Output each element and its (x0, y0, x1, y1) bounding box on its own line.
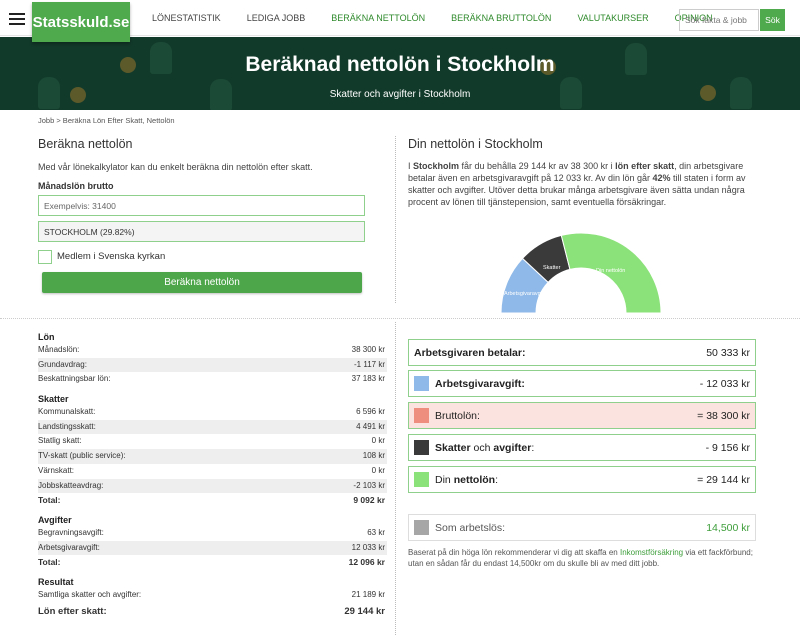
breakdown-table: Lön Månadslön: 38 300 kr Grundavdrag: -1 1… (38, 331, 387, 621)
section-divider (0, 318, 800, 319)
unemployed-box: Som arbetslös: 14,500 kr (408, 514, 756, 541)
salary-input[interactable]: Exempelvis: 31400 (38, 195, 365, 216)
decor-coin (700, 85, 716, 101)
decor-figure (560, 77, 582, 109)
employer-label: Arbetsgivaren betalar: (414, 346, 526, 359)
column-divider (395, 322, 396, 635)
breadcrumb[interactable]: Jobb > Beräkna Lön Efter Skatt, Nettolön (38, 116, 175, 125)
hero-title: Beräknad nettolön i Stockholm (245, 53, 555, 76)
fee-color-swatch (414, 376, 429, 391)
decor-figure (150, 42, 172, 74)
calc-intro: Med vår lönekalkylator kan du enkelt ber… (38, 162, 313, 172)
decor-figure (210, 79, 232, 110)
menu-item-berakna-bruttolon[interactable]: BERÄKNA BRUTTOLÖN (451, 13, 552, 23)
gross-box: Bruttolön: = 38 300 kr (408, 402, 756, 429)
unemployed-value: 14,500 kr (706, 521, 750, 534)
decor-figure (38, 77, 60, 109)
menu-item-opinion[interactable]: OPINION (674, 13, 713, 23)
top-nav: Statsskuld.se LÖNESTATISTIK LEDIGA JOBB … (0, 0, 800, 42)
net-label: Din nettolön: (435, 473, 499, 486)
menu-item-berakna-nettolon[interactable]: BERÄKNA NETTOLÖN (331, 13, 426, 23)
table-row: Grundavdrag: -1 117 kr (38, 357, 387, 373)
table-row: Landstingsskatt: 4 491 kr (38, 419, 387, 435)
calc-title: Beräkna nettolön (38, 137, 133, 151)
search-button[interactable]: Sök (760, 9, 785, 31)
municipality-select[interactable]: STOCKHOLM (29.82%) (38, 221, 365, 242)
decor-coin (540, 59, 556, 75)
table-row: Beskattningsbar lön: 37 183 kr (38, 374, 385, 384)
result-text: I Stockholm får du behålla 29 144 kr av … (408, 161, 746, 207)
unemployed-label: Som arbetslös: (435, 521, 506, 534)
table-row: Värnskatt: 0 kr (38, 465, 385, 475)
table-row: Kommunalskatt: 6 596 kr (38, 407, 385, 417)
church-checkbox[interactable] (38, 250, 52, 264)
unemployed-color-swatch (414, 520, 429, 535)
column-divider (395, 136, 396, 303)
fee-value: - 12 033 kr (699, 377, 750, 390)
tax-label: Skatter och avgifter: (435, 441, 535, 454)
section-title-lon: Lön (38, 332, 55, 342)
hero-banner: Beräknad nettolön i Stockholm Skatter oc… (0, 37, 800, 110)
result-title: Din nettolön i Stockholm (408, 137, 543, 151)
net-value: = 29 144 kr (697, 473, 750, 486)
gauge-label-tax: Skatter (543, 265, 561, 271)
decor-figure (625, 43, 647, 75)
insurance-link[interactable]: Inkomstförsäkring (619, 548, 684, 557)
tax-color-swatch (414, 440, 429, 455)
fee-label: Arbetsgivaravgift: (435, 377, 525, 390)
table-row-total: Total: 9 092 kr (38, 495, 385, 506)
table-row: Samtliga skatter och avgifter: 21 189 kr (38, 589, 385, 599)
section-title-avgifter: Avgifter (38, 514, 72, 525)
table-row-total: Total: 12 096 kr (38, 557, 385, 568)
section-title-skatter: Skatter (38, 394, 69, 405)
table-row-final: Lön efter skatt: 29 144 kr (38, 605, 385, 617)
gauge-label-fee: Arbetsgivaravgift (504, 291, 545, 297)
tax-value: - 9 156 kr (705, 441, 750, 454)
net-box: Din nettolön: = 29 144 kr (408, 466, 756, 493)
table-row: Statlig skatt: 0 kr (38, 436, 385, 446)
employer-pays-box: Arbetsgivaren betalar: 50 333 kr (408, 339, 756, 366)
table-row: Arbetsgivaravgift: 12 033 kr (38, 540, 387, 556)
calculate-button[interactable]: Beräkna nettolön (42, 272, 362, 293)
decor-coin (120, 57, 136, 73)
insurance-note: Baserat på din höga lön rekommenderar vi… (408, 548, 753, 568)
gross-color-swatch (414, 408, 429, 423)
decor-figure (730, 77, 752, 109)
church-label: Medlem i Svenska kyrkan (57, 251, 166, 262)
gauge-label-net: Din nettolön (596, 268, 625, 274)
menu-item-valutakurser[interactable]: VALUTAKURSER (577, 13, 649, 23)
site-logo[interactable]: Statsskuld.se (32, 2, 130, 42)
gauge-segment-2 (560, 232, 662, 313)
fee-box: Arbetsgivaravgift: - 12 033 kr (408, 370, 756, 397)
table-row: TV-skatt (public service): 108 kr (38, 449, 387, 464)
search-input[interactable]: Sök fakta & jobb (679, 9, 759, 31)
hero-subtitle: Skatter och avgifter i Stockholm (329, 89, 471, 100)
salary-label: Månadslön brutto (38, 181, 114, 191)
table-row: Månadslön: 38 300 kr (38, 345, 385, 354)
salary-gauge-chart: Arbetsgivaravgift Skatter Din nettolön (500, 232, 662, 313)
gross-value: = 38 300 kr (697, 409, 750, 422)
table-row: Begravningsavgift: 63 kr (38, 527, 385, 537)
main-menu: LÖNESTATISTIK LEDIGA JOBB BERÄKNA NETTOL… (152, 0, 739, 36)
section-title-resultat: Resultat (38, 576, 74, 587)
gross-label: Bruttolön: (435, 409, 480, 422)
menu-item-lediga-jobb[interactable]: LEDIGA JOBB (246, 13, 306, 23)
tax-box: Skatter och avgifter: - 9 156 kr (408, 434, 756, 461)
employer-value: 50 333 kr (706, 346, 750, 359)
hamburger-menu-icon[interactable] (9, 13, 25, 25)
net-color-swatch (414, 472, 429, 487)
table-row: Jobbskatteavdrag: -2 103 kr (38, 478, 387, 494)
menu-item-lonestatistik[interactable]: LÖNESTATISTIK (152, 13, 221, 23)
decor-coin (70, 87, 86, 103)
